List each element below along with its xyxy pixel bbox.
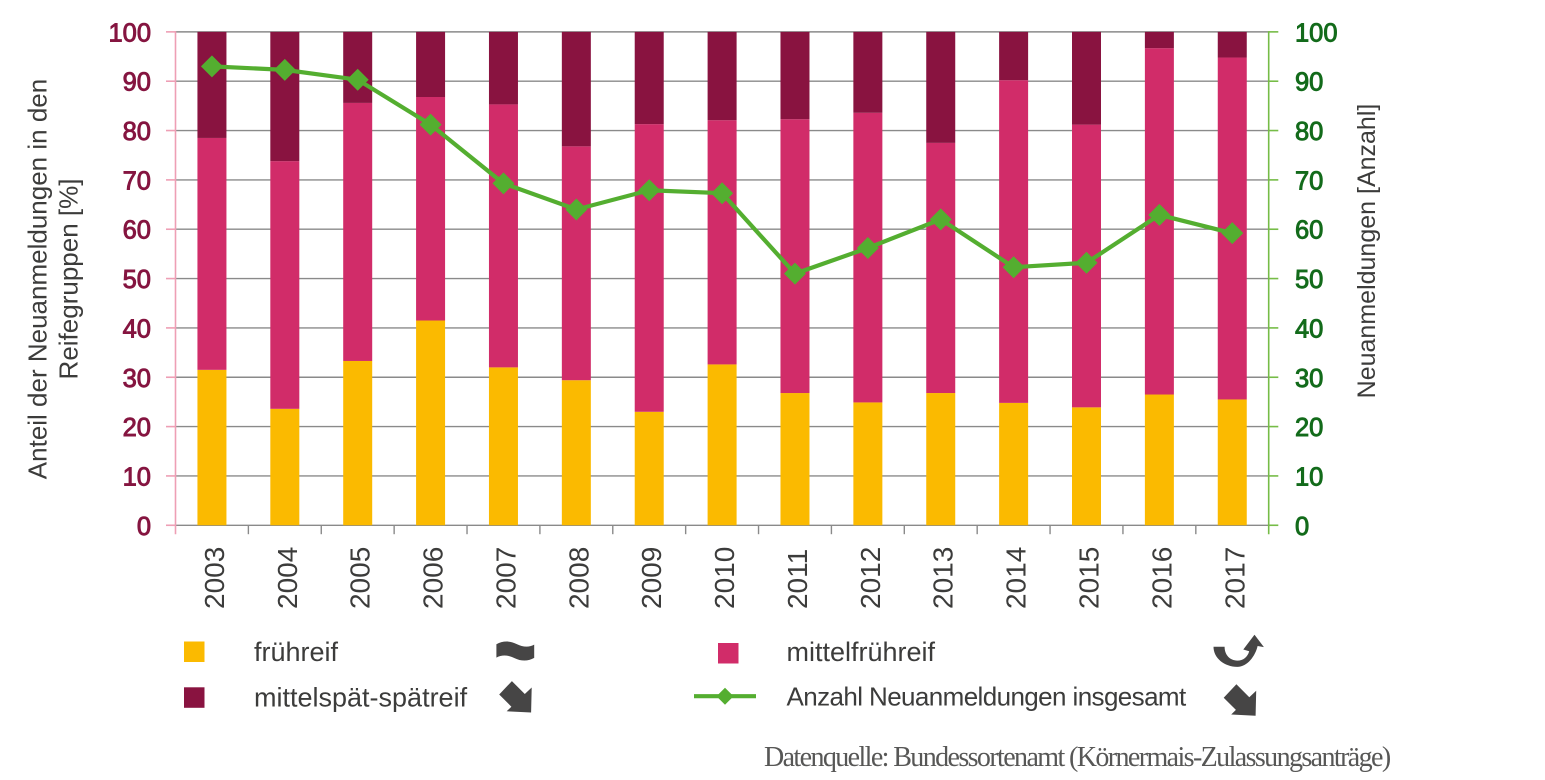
svg-text:2009: 2009 [636,547,667,609]
svg-text:2014: 2014 [1001,547,1032,609]
svg-text:90: 90 [123,69,151,97]
svg-text:100: 100 [108,19,151,47]
svg-text:0: 0 [137,513,151,541]
svg-text:2015: 2015 [1074,547,1105,609]
svg-text:40: 40 [1295,315,1323,343]
svg-text:2005: 2005 [345,547,376,609]
svg-text:70: 70 [1295,167,1323,195]
svg-text:2013: 2013 [928,547,959,609]
svg-text:0: 0 [1295,513,1309,541]
svg-text:frühreif: frühreif [254,637,339,667]
svg-text:80: 80 [1295,118,1323,146]
svg-text:60: 60 [123,217,151,245]
svg-text:40: 40 [123,315,151,343]
svg-text:2006: 2006 [418,547,449,609]
svg-text:Datenquelle: Bundessortenamt (: Datenquelle: Bundessortenamt (Körnermais… [764,742,1391,773]
svg-text:Neuanmeldungen [Anzahl]: Neuanmeldungen [Anzahl] [1353,104,1381,399]
svg-text:2004: 2004 [272,547,303,609]
svg-text:2003: 2003 [199,547,230,609]
svg-text:20: 20 [123,414,151,442]
svg-text:Anteil der Neuanmeldungen in d: Anteil der Neuanmeldungen in den [23,79,53,479]
svg-text:20: 20 [1295,414,1323,442]
svg-text:70: 70 [123,167,151,195]
svg-text:50: 50 [123,266,151,294]
svg-text:100: 100 [1295,19,1338,47]
svg-text:2016: 2016 [1146,547,1177,609]
svg-text:60: 60 [1295,217,1323,245]
svg-text:mittelfrühreif: mittelfrühreif [787,637,936,667]
svg-text:Reifegruppen [%]: Reifegruppen [%] [54,179,84,380]
svg-text:80: 80 [123,118,151,146]
svg-text:mittelspät-spätreif: mittelspät-spätreif [254,682,468,712]
svg-text:2017: 2017 [1219,547,1250,609]
svg-text:90: 90 [1295,69,1323,97]
svg-text:10: 10 [1295,463,1323,491]
svg-text:2007: 2007 [490,547,521,609]
svg-text:2008: 2008 [563,547,594,609]
svg-text:2012: 2012 [855,547,886,609]
svg-text:10: 10 [123,463,151,491]
svg-text:Anzahl Neuanmeldungen insgesam: Anzahl Neuanmeldungen insgesamt [787,682,1187,712]
svg-text:2010: 2010 [709,547,740,609]
svg-text:30: 30 [123,365,151,393]
svg-text:50: 50 [1295,266,1323,294]
svg-text:2011: 2011 [782,549,813,609]
svg-text:30: 30 [1295,365,1323,393]
